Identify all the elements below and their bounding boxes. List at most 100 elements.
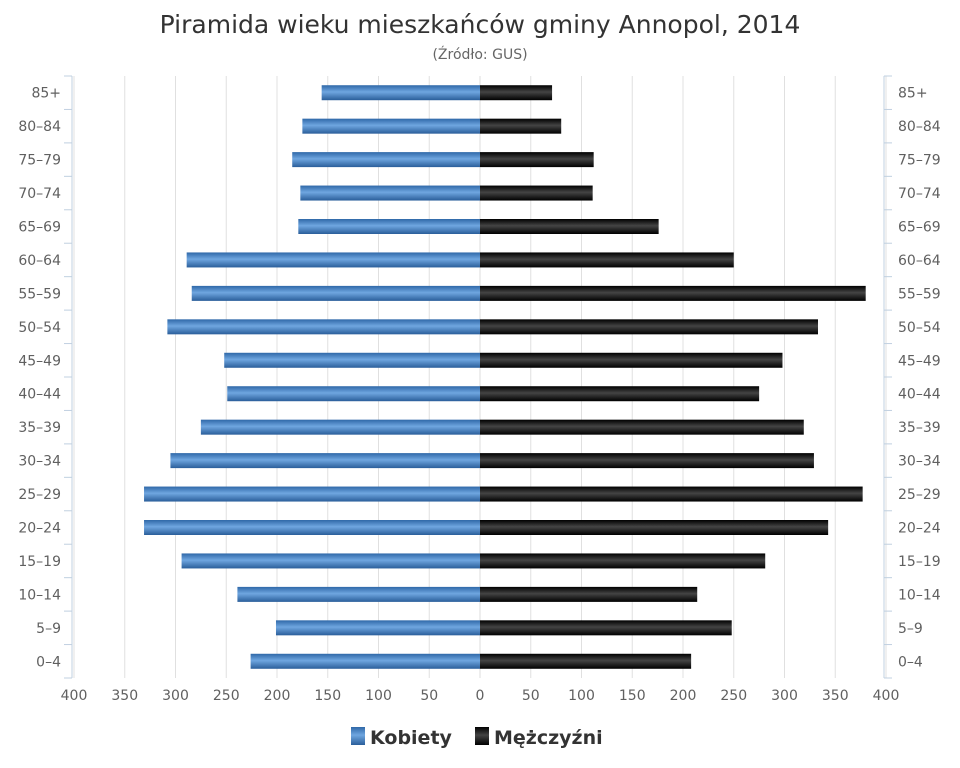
x-tick-label: 250 [720,688,747,704]
y-tick-label-right: 70–74 [898,186,941,202]
bar-mezczyzni[interactable] [480,520,829,535]
bar-kobiety[interactable] [186,252,481,268]
bar-kobiety[interactable] [298,219,480,234]
bar-mezczyzni[interactable] [480,553,766,569]
axes [64,75,892,679]
y-tick-label-left: 20–24 [18,521,61,537]
y-tick-label-right: 50–54 [898,320,941,336]
y-tick-label-right: 45–49 [898,353,941,369]
y-tick-label-left: 30–34 [18,454,61,470]
x-tick-label: 100 [568,688,595,704]
y-tick-label-right: 30–34 [898,454,941,470]
y-tick-label-left: 60–64 [18,253,61,269]
bar-mezczyzni[interactable] [480,285,866,301]
y-tick-label-left: 85+ [31,86,61,102]
bar-kobiety[interactable] [224,352,480,368]
bar-kobiety[interactable] [227,386,480,402]
bar-mezczyzni[interactable] [480,152,594,168]
bar-kobiety[interactable] [170,453,481,469]
legend-swatch-mezczyzni[interactable] [475,727,489,745]
y-tick-label-right: 10–14 [898,587,941,603]
x-tick-label: 50 [420,688,438,704]
y-tick-label-left: 45–49 [18,353,61,369]
y-tick-label-right: 40–44 [898,387,941,403]
bar-mezczyzni[interactable] [480,319,818,335]
y-tick-label-left: 15–19 [18,554,61,570]
x-tick-label: 400 [61,688,88,704]
y-tick-label-right: 0–4 [898,654,923,670]
y-tick-label-left: 55–59 [18,286,61,302]
y-tick-label-left: 25–29 [18,487,61,503]
legend-swatch-kobiety[interactable] [351,727,365,745]
bar-mezczyzni[interactable] [480,352,783,368]
y-tick-label-left: 65–69 [18,220,61,236]
bar-kobiety[interactable] [292,152,480,168]
y-tick-label-right: 55–59 [898,286,941,302]
x-tick-label: 300 [162,688,189,704]
x-tick-label: 400 [873,688,900,704]
bar-mezczyzni[interactable] [480,386,760,402]
y-tick-label-right: 35–39 [898,420,941,436]
y-tick-label-left: 0–4 [36,654,61,670]
bar-mezczyzni[interactable] [480,586,698,602]
bars [144,85,866,669]
legend[interactable]: Kobiety Mężczyźni [351,727,603,749]
y-tick-label-left: 40–44 [18,387,61,403]
y-tick-label-right: 5–9 [898,621,923,637]
y-tick-label-right: 65–69 [898,220,941,236]
bar-kobiety[interactable] [181,553,480,569]
bar-kobiety[interactable] [302,118,480,134]
y-tick-label-left: 50–54 [18,320,61,336]
bar-mezczyzni[interactable] [480,653,692,669]
x-tick-label: 350 [822,688,849,704]
x-tick-label: 200 [264,688,291,704]
chart-title: Piramida wieku mieszkańców gminy Annopol… [160,10,801,39]
bar-kobiety[interactable] [237,586,480,602]
y-tick-label-right: 25–29 [898,487,941,503]
y-tick-label-right: 15–19 [898,554,941,570]
y-tick-label-left: 70–74 [18,186,61,202]
y-tick-label-right: 80–84 [898,119,941,135]
bar-kobiety[interactable] [275,620,480,636]
bar-kobiety[interactable] [191,285,481,301]
y-tick-label-right: 20–24 [898,521,941,537]
bar-mezczyzni[interactable] [480,620,732,636]
y-tick-label-left: 75–79 [18,153,61,169]
legend-label-mezczyzni[interactable]: Mężczyźni [494,727,603,749]
bar-mezczyzni[interactable] [480,219,659,234]
y-tick-label-left: 5–9 [36,621,61,637]
bar-kobiety[interactable] [321,85,480,101]
x-tick-label: 200 [670,688,697,704]
bar-mezczyzni[interactable] [480,118,562,134]
x-tick-label: 150 [619,688,646,704]
x-tick-label: 300 [771,688,798,704]
bar-mezczyzni[interactable] [480,419,804,435]
chart-subtitle: (Źródło: GUS) [432,45,527,63]
bar-mezczyzni[interactable] [480,453,814,469]
bar-kobiety[interactable] [144,520,480,535]
legend-label-kobiety[interactable]: Kobiety [370,727,453,749]
bar-kobiety[interactable] [144,486,480,502]
x-tick-label: 250 [213,688,240,704]
y-tick-label-right: 60–64 [898,253,941,269]
y-tick-label-right: 75–79 [898,153,941,169]
y-tick-label-right: 85+ [898,86,928,102]
bar-mezczyzni[interactable] [480,486,863,502]
x-tick-label: 100 [365,688,392,704]
bar-kobiety[interactable] [167,319,480,335]
y-tick-label-left: 80–84 [18,119,61,135]
x-tick-label: 350 [111,688,138,704]
x-tick-label: 0 [476,688,485,704]
bar-mezczyzni[interactable] [480,185,593,201]
x-tick-label: 50 [522,688,540,704]
tick-labels: 400 350 300 250 200 150 100 50 0 50 100 150 200 250 30… [18,86,940,704]
bar-kobiety[interactable] [250,653,480,669]
y-tick-label-left: 35–39 [18,420,61,436]
y-tick-label-left: 10–14 [18,587,61,603]
bar-kobiety[interactable] [200,419,480,435]
bar-kobiety[interactable] [300,185,480,201]
bar-mezczyzni[interactable] [480,85,553,101]
x-tick-label: 150 [314,688,341,704]
bar-mezczyzni[interactable] [480,252,734,268]
